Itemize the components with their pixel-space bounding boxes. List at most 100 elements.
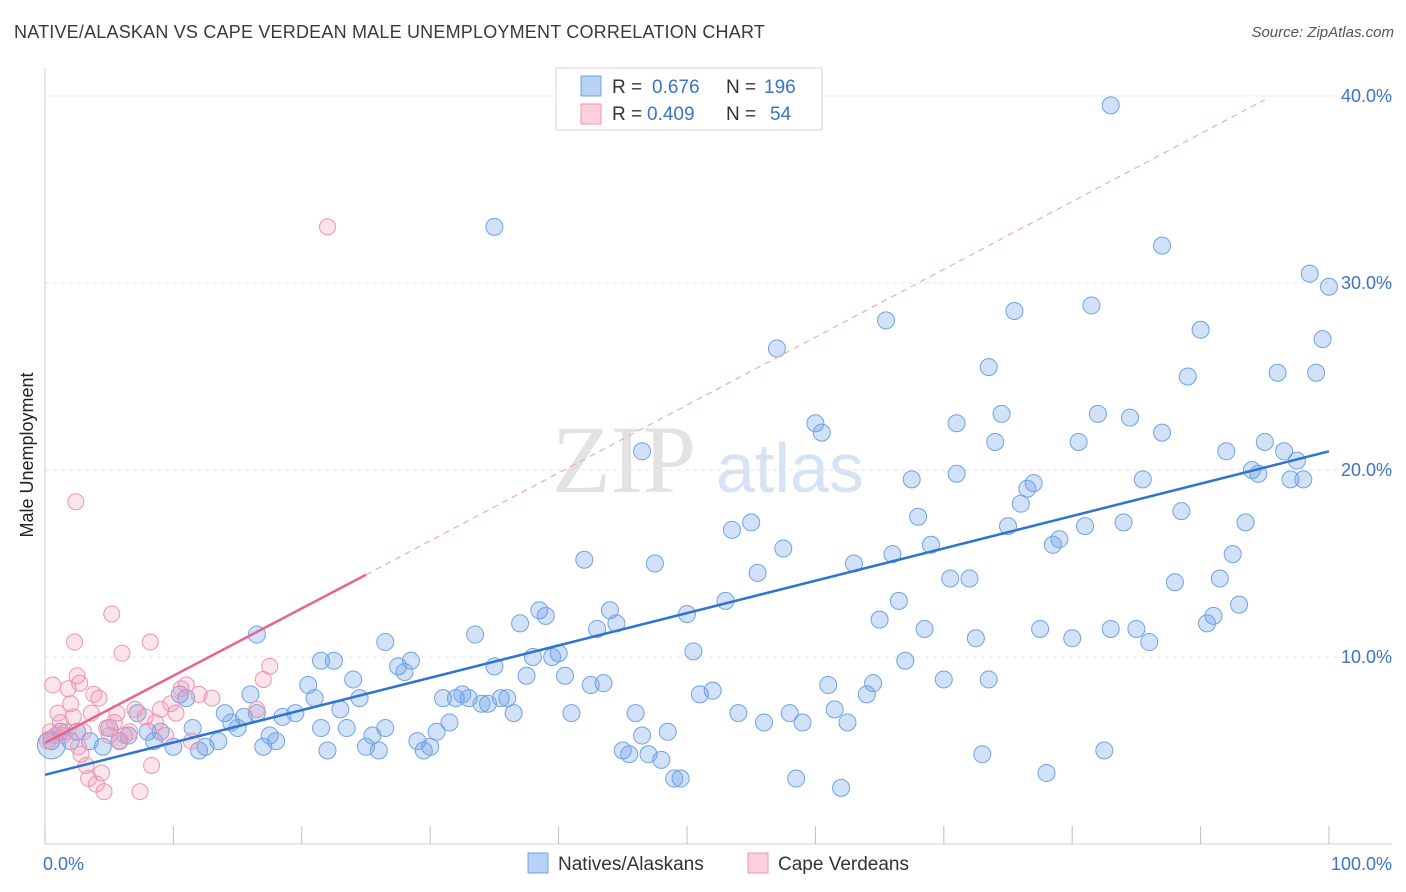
data-point [671,769,690,788]
data-point [1313,330,1332,349]
y-tick-label: 30.0% [1341,273,1392,293]
data-point [121,723,139,741]
trend-line-cape-verdeans [44,573,367,745]
data-point [1011,494,1030,513]
data-point [870,610,889,629]
data-point [203,689,221,707]
data-point [633,726,652,745]
data-point [722,520,741,539]
data-point [909,507,928,526]
data-point [645,554,664,573]
data-point [434,689,453,708]
data-point [1005,302,1024,321]
data-point [536,606,555,625]
data-point [167,704,185,722]
trend-lines [44,99,1330,777]
data-point [143,756,161,774]
data-point [857,685,876,704]
data-point [440,713,459,732]
data-point [748,563,767,582]
data-point [466,625,485,644]
data-point [376,633,395,652]
legend-r-value: 0.676 [652,77,700,98]
data-point [517,666,536,685]
data-point [1268,363,1287,382]
data-point [95,783,113,801]
data-point [1024,474,1043,493]
data-point [1063,629,1082,648]
data-point [498,689,517,708]
data-point [1076,517,1095,536]
data-point [979,670,998,689]
data-point [729,704,748,723]
data-point [136,708,154,726]
data-point [1255,432,1274,451]
data-point [472,694,491,713]
data-point [511,614,530,633]
data-point [992,404,1011,423]
data-point [1120,408,1139,427]
data-point [588,619,607,638]
data-point [626,704,645,723]
y-tick-label: 10.0% [1341,647,1392,667]
data-point [960,569,979,588]
data-point [1210,569,1229,588]
data-point [215,704,234,723]
data-point [1191,320,1210,339]
data-point [864,674,883,693]
data-point [1198,614,1217,633]
data-point [491,689,510,708]
data-point [755,713,774,732]
data-point [877,311,896,330]
data-point [485,217,504,236]
data-point [92,764,110,782]
data-point [369,741,388,760]
data-point [103,605,121,623]
data-point [1069,432,1088,451]
watermark-atlas: atlas [716,429,864,507]
tick-labels: 10.0% 20.0% 30.0% 40.0% 0.0% 100.0% [43,86,1392,874]
x-tick-label: 100.0% [1331,854,1392,874]
data-point [248,700,266,718]
data-point [1172,502,1191,521]
data-point [1037,763,1056,782]
data-point [1101,619,1120,638]
data-point [100,727,118,745]
data-point [575,550,594,569]
data-point [113,644,131,662]
data-point [1307,363,1326,382]
data-point [44,676,62,694]
legend-n-value: 196 [764,77,796,98]
data-point [665,769,684,788]
data-point [62,695,80,713]
data-point [93,737,112,756]
data-point [1082,296,1101,315]
data-point [973,745,992,764]
data-point [1236,513,1255,532]
data-point [896,651,915,670]
data-point [793,713,812,732]
data-point [401,651,420,670]
data-point [787,769,806,788]
data-point [312,719,331,738]
legend-swatch-pink [580,103,602,125]
data-point [556,666,575,685]
source-credit: Source: ZipAtlas.com [1251,24,1394,41]
data-point [620,745,639,764]
data-point [1204,606,1223,625]
data-point [934,670,953,689]
data-point [947,464,966,483]
trend-extension-cape-verdeans [365,99,1266,576]
data-point [331,700,350,719]
data-point [921,535,940,554]
data-point [241,685,260,704]
data-point [131,783,149,801]
data-point [162,695,180,713]
data-point [1140,633,1159,652]
data-point [267,732,286,751]
data-point [421,737,440,756]
legend-r-value: 0.409 [647,104,695,125]
data-point [427,722,446,741]
data-point [883,545,902,564]
